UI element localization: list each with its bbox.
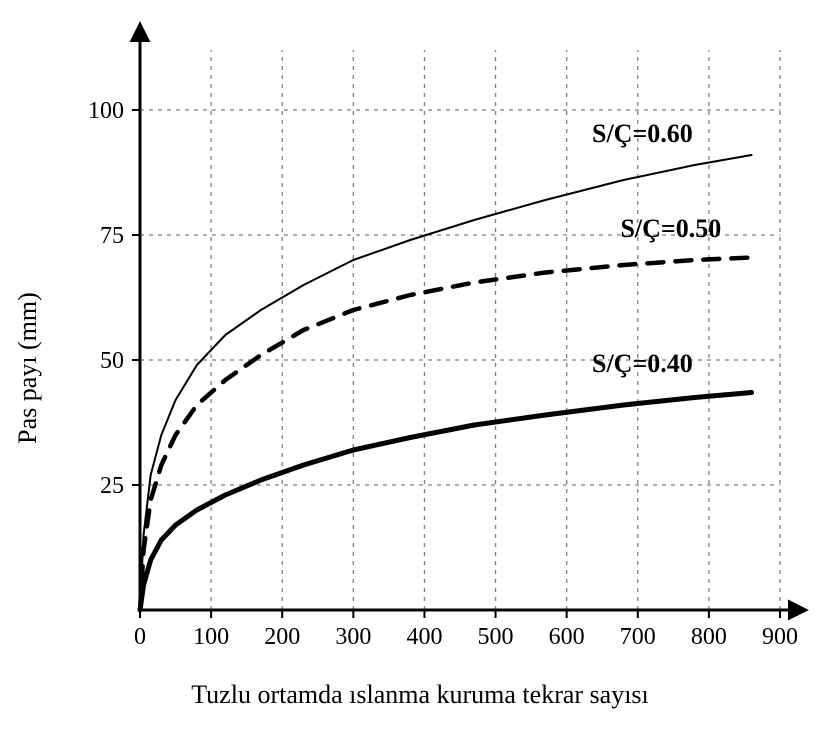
y-tick-label: 25 [100, 473, 124, 499]
series-label: S/Ç=0.60 [592, 119, 693, 149]
x-tick-label: 600 [549, 624, 585, 650]
x-tick-label: 400 [406, 624, 442, 650]
chart-svg: 0 100 200 300 400 500 600 700 800 900 25 50 75 100 [20, 20, 820, 670]
series-label: S/Ç=0.40 [592, 349, 693, 379]
x-tick-label: 700 [620, 624, 656, 650]
x-tick-label: 800 [691, 624, 727, 650]
y-tick-label: 50 [100, 348, 124, 374]
x-tick-label: 300 [335, 624, 371, 650]
y-tick-label: 100 [88, 98, 124, 124]
x-tick-label: 0 [134, 624, 146, 650]
x-tick-label: 100 [193, 624, 229, 650]
x-tick-label: 200 [264, 624, 300, 650]
series-label: S/Ç=0.50 [620, 214, 721, 244]
chart-container: Pas payı (mm) 01002003004005006007008009… [20, 20, 820, 716]
x-tick-label: 900 [762, 624, 798, 650]
series-line [140, 258, 752, 611]
x-axis-label: Tuzlu ortamda ıslanma kuruma tekrar sayı… [20, 680, 820, 710]
x-tick-label: 500 [478, 624, 514, 650]
y-tick-label: 75 [100, 223, 124, 249]
y-axis-label: Pas payı (mm) [13, 292, 43, 444]
series-line [140, 393, 752, 611]
